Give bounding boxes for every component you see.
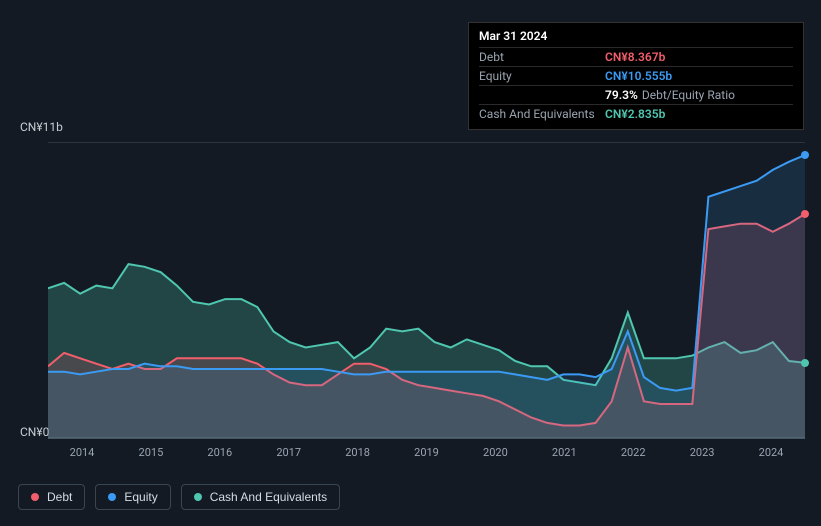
x-tick-label: 2024: [759, 446, 784, 459]
legend-dot-icon: [31, 493, 39, 501]
legend-dot-icon: [194, 493, 202, 501]
legend-item-cash[interactable]: Cash And Equivalents: [181, 484, 340, 510]
x-tick-label: 2017: [276, 446, 301, 459]
x-tick-label: 2023: [690, 446, 715, 459]
x-tick-label: 2019: [414, 446, 439, 459]
x-tick-label: 2016: [207, 446, 232, 459]
legend-item-debt[interactable]: Debt: [18, 484, 85, 510]
tooltip-label: Debt: [479, 50, 605, 64]
legend-label: Equity: [124, 490, 157, 504]
y-axis-max-label: CN¥11b: [20, 120, 63, 134]
x-tick-label: 2020: [483, 446, 508, 459]
chart-svg: [48, 143, 805, 439]
chart-area: CN¥11b CN¥0 2014201520162017201820192020…: [0, 120, 821, 450]
legend-label: Debt: [47, 490, 72, 504]
legend-item-equity[interactable]: Equity: [95, 484, 170, 510]
legend-dot-icon: [108, 493, 116, 501]
tooltip-label: Equity: [479, 69, 605, 83]
legend-label: Cash And Equivalents: [210, 490, 327, 504]
tooltip-ratio-label: Debt/Equity Ratio: [642, 88, 735, 102]
x-tick-label: 2015: [139, 446, 164, 459]
tooltip-value: CN¥2.835b: [605, 107, 665, 121]
chart-tooltip: Mar 31 2024 Debt CN¥8.367b Equity CN¥10.…: [468, 22, 804, 130]
chart-plot[interactable]: [48, 142, 805, 438]
tooltip-row-equity: Equity CN¥10.555b: [479, 66, 793, 85]
tooltip-label: Cash And Equivalents: [479, 107, 605, 121]
tooltip-ratio-pct: 79.3%: [605, 88, 638, 102]
tooltip-value: CN¥8.367b: [605, 50, 665, 64]
chart-legend: Debt Equity Cash And Equivalents: [18, 484, 340, 510]
tooltip-date: Mar 31 2024: [479, 29, 793, 47]
x-tick-label: 2014: [70, 446, 95, 459]
x-tick-label: 2018: [345, 446, 370, 459]
series-end-marker: [801, 359, 809, 367]
tooltip-row-debt: Debt CN¥8.367b: [479, 47, 793, 66]
x-tick-label: 2022: [621, 446, 646, 459]
y-axis-min-label: CN¥0: [20, 425, 49, 439]
x-tick-label: 2021: [552, 446, 577, 459]
tooltip-value: CN¥10.555b: [605, 69, 672, 83]
tooltip-label: [479, 88, 605, 102]
series-end-marker: [801, 210, 809, 218]
x-axis-ticks: 2014 2015 2016 2017 2018 2019 2020 2021 2022 2023…: [48, 446, 805, 466]
tooltip-row-ratio: 79.3% Debt/Equity Ratio: [479, 85, 793, 104]
series-end-marker: [801, 151, 809, 159]
